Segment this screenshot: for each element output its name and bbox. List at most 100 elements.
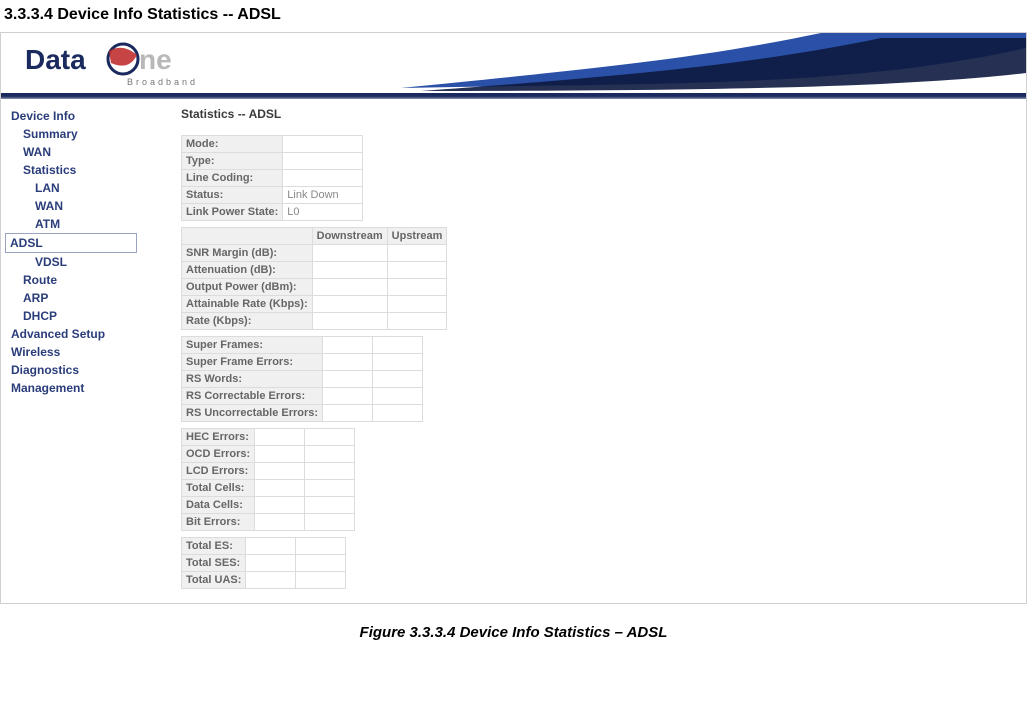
sidebar-nav: Device InfoSummaryWANStatisticsLANWANATM… <box>1 107 141 397</box>
banner: Data ne Broadband <box>1 33 1026 93</box>
row-upstream <box>373 337 423 354</box>
adsl-frames-table: Super Frames:Super Frame Errors:RS Words… <box>181 336 423 422</box>
row-label: Total UAS: <box>182 572 246 589</box>
row-label: RS Correctable Errors: <box>182 388 323 405</box>
sidebar-item-management[interactable]: Management <box>5 379 141 397</box>
row-upstream <box>296 572 346 589</box>
adsl-rates-table: DownstreamUpstreamSNR Margin (dB):Attenu… <box>181 227 447 330</box>
row-label: Super Frame Errors: <box>182 354 323 371</box>
row-label: Output Power (dBm): <box>182 279 313 296</box>
table-row: Output Power (dBm): <box>182 279 447 296</box>
sidebar-item-wan[interactable]: WAN <box>5 143 141 161</box>
table-row: Super Frame Errors: <box>182 354 423 371</box>
sidebar-item-wireless[interactable]: Wireless <box>5 343 141 361</box>
row-label: Line Coding: <box>182 170 283 187</box>
sidebar-item-vdsl[interactable]: VDSL <box>5 253 141 271</box>
sidebar-item-lan[interactable]: LAN <box>5 179 141 197</box>
sidebar-item-adsl[interactable]: ADSL <box>5 233 137 253</box>
row-downstream <box>246 555 296 572</box>
adsl-totals-table: Total ES:Total SES:Total UAS: <box>181 537 346 589</box>
row-label: Rate (Kbps): <box>182 313 313 330</box>
table-row: Attenuation (dB): <box>182 262 447 279</box>
row-label: Total Cells: <box>182 480 255 497</box>
row-upstream <box>387 262 447 279</box>
row-label: Attenuation (dB): <box>182 262 313 279</box>
row-downstream <box>255 514 305 531</box>
sidebar-item-route[interactable]: Route <box>5 271 141 289</box>
logo-text-dark: Data <box>25 44 86 75</box>
row-label: Super Frames: <box>182 337 323 354</box>
row-upstream <box>373 405 423 422</box>
row-downstream <box>255 463 305 480</box>
row-downstream <box>323 354 373 371</box>
row-upstream <box>373 371 423 388</box>
sidebar-item-summary[interactable]: Summary <box>5 125 141 143</box>
row-downstream <box>246 538 296 555</box>
row-downstream <box>255 497 305 514</box>
sidebar-item-statistics[interactable]: Statistics <box>5 161 141 179</box>
table-row: Status:Link Down <box>182 187 363 204</box>
table-row: SNR Margin (dB): <box>182 245 447 262</box>
adsl-cells-table: HEC Errors:OCD Errors:LCD Errors:Total C… <box>181 428 355 531</box>
row-downstream <box>323 371 373 388</box>
row-label: LCD Errors: <box>182 463 255 480</box>
sidebar-item-diagnostics[interactable]: Diagnostics <box>5 361 141 379</box>
row-label: RS Words: <box>182 371 323 388</box>
row-downstream <box>255 480 305 497</box>
content-title: Statistics -- ADSL <box>181 107 1026 121</box>
table-row: Total UAS: <box>182 572 346 589</box>
adsl-status-table: Mode:Type:Line Coding:Status:Link DownLi… <box>181 135 363 221</box>
figure-caption: Figure 3.3.3.4 Device Info Statistics – … <box>0 624 1027 641</box>
row-upstream <box>387 279 447 296</box>
sidebar-item-arp[interactable]: ARP <box>5 289 141 307</box>
document-heading: 3.3.3.4 Device Info Statistics -- ADSL <box>0 0 1027 30</box>
column-header: Upstream <box>387 228 447 245</box>
row-label: Link Power State: <box>182 204 283 221</box>
row-value <box>283 136 363 153</box>
table-header-row: DownstreamUpstream <box>182 228 447 245</box>
table-row: Total SES: <box>182 555 346 572</box>
row-upstream <box>305 446 355 463</box>
table-row: HEC Errors: <box>182 429 355 446</box>
row-upstream <box>305 463 355 480</box>
column-header: Downstream <box>312 228 387 245</box>
row-value: L0 <box>283 204 363 221</box>
row-downstream <box>255 446 305 463</box>
sidebar-item-advanced-setup[interactable]: Advanced Setup <box>5 325 141 343</box>
row-downstream <box>255 429 305 446</box>
row-upstream <box>373 388 423 405</box>
row-downstream <box>323 405 373 422</box>
row-downstream <box>246 572 296 589</box>
sidebar-item-atm[interactable]: ATM <box>5 215 141 233</box>
row-value: Link Down <box>283 187 363 204</box>
row-label: Attainable Rate (Kbps): <box>182 296 313 313</box>
table-row: RS Correctable Errors: <box>182 388 423 405</box>
row-label: Total SES: <box>182 555 246 572</box>
figure-caption-text: Figure 3.3.3.4 Device Info Statistics – … <box>360 624 668 641</box>
row-upstream <box>305 514 355 531</box>
row-downstream <box>323 388 373 405</box>
row-upstream <box>387 296 447 313</box>
sidebar-item-dhcp[interactable]: DHCP <box>5 307 141 325</box>
row-upstream <box>305 429 355 446</box>
table-row: Rate (Kbps): <box>182 313 447 330</box>
table-row: OCD Errors: <box>182 446 355 463</box>
row-label: Mode: <box>182 136 283 153</box>
row-upstream <box>387 313 447 330</box>
row-label: Bit Errors: <box>182 514 255 531</box>
row-label: Data Cells: <box>182 497 255 514</box>
row-upstream <box>296 555 346 572</box>
sidebar-item-wan[interactable]: WAN <box>5 197 141 215</box>
table-row: Super Frames: <box>182 337 423 354</box>
row-downstream <box>312 262 387 279</box>
row-label: RS Uncorrectable Errors: <box>182 405 323 422</box>
row-downstream <box>312 313 387 330</box>
row-label: HEC Errors: <box>182 429 255 446</box>
row-upstream <box>387 245 447 262</box>
row-upstream <box>373 354 423 371</box>
table-row: Attainable Rate (Kbps): <box>182 296 447 313</box>
table-row: Total Cells: <box>182 480 355 497</box>
row-value <box>283 153 363 170</box>
sidebar-item-device-info[interactable]: Device Info <box>5 107 141 125</box>
table-row: RS Uncorrectable Errors: <box>182 405 423 422</box>
